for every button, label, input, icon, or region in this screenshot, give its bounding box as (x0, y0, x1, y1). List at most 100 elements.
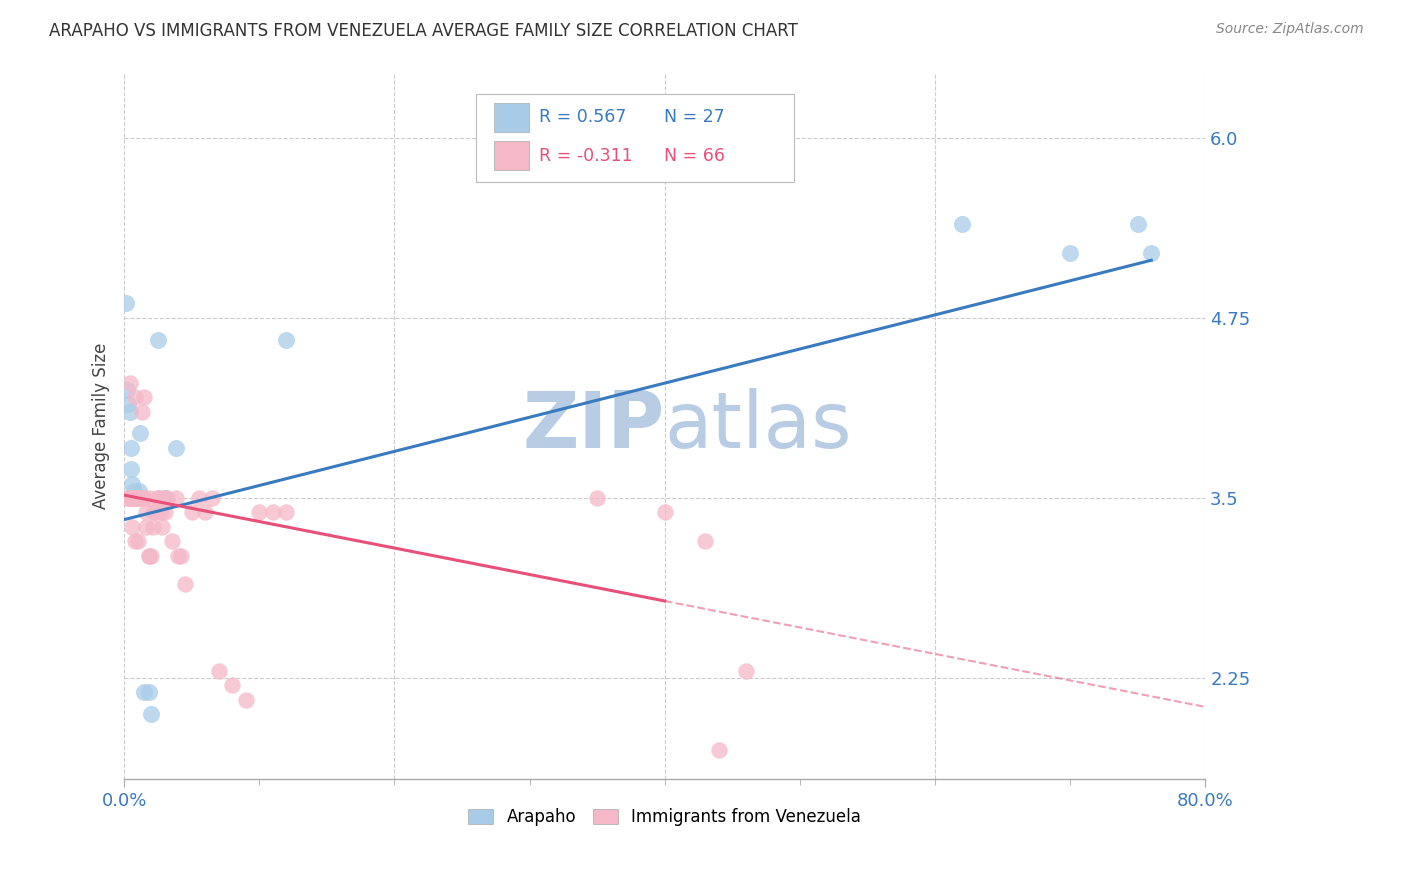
Point (118, 404, 141, 418)
Text: N = 66: N = 66 (664, 146, 724, 165)
Point (120, 441, 142, 455)
Point (125, 491, 148, 505)
Point (135, 520, 157, 534)
Point (121, 520, 143, 534)
Text: R = -0.311: R = -0.311 (540, 146, 633, 165)
Point (150, 520, 173, 534)
Point (1059, 246, 1081, 260)
Point (276, 333, 298, 347)
Y-axis label: Average Family Size: Average Family Size (93, 343, 110, 509)
Point (707, 743, 730, 757)
Text: ZIP: ZIP (523, 388, 665, 464)
Point (153, 491, 176, 505)
Point (654, 505, 676, 519)
Point (121, 491, 143, 505)
Point (149, 505, 172, 519)
Point (131, 491, 153, 505)
Point (156, 491, 179, 505)
Text: R = 0.567: R = 0.567 (540, 109, 627, 127)
Point (167, 549, 190, 563)
Point (1126, 217, 1149, 231)
Point (262, 505, 284, 519)
Text: atlas: atlas (665, 388, 852, 464)
Point (134, 491, 156, 505)
Point (127, 491, 149, 505)
Point (950, 217, 973, 231)
Point (131, 404, 153, 418)
Point (132, 491, 155, 505)
Point (118, 376, 141, 390)
Point (586, 145, 609, 160)
Point (124, 491, 146, 505)
Point (128, 491, 150, 505)
Point (247, 505, 270, 519)
Point (187, 491, 209, 505)
Point (122, 491, 145, 505)
Point (129, 426, 152, 441)
Bar (494, 141, 529, 170)
Point (128, 483, 150, 498)
Point (122, 491, 145, 505)
Point (586, 491, 609, 505)
Point (146, 333, 169, 347)
Point (146, 491, 169, 505)
Point (124, 390, 146, 404)
Point (121, 491, 143, 505)
Point (125, 491, 148, 505)
Point (120, 491, 142, 505)
Point (143, 505, 166, 519)
Point (118, 491, 141, 505)
Point (201, 491, 224, 505)
Point (124, 491, 146, 505)
Point (276, 505, 298, 519)
Point (194, 505, 217, 519)
Point (127, 491, 149, 505)
Point (695, 534, 717, 549)
Point (138, 549, 160, 563)
FancyBboxPatch shape (475, 95, 794, 182)
Point (120, 462, 142, 476)
Point (114, 296, 136, 310)
Point (734, 664, 756, 678)
Point (153, 505, 176, 519)
Point (160, 534, 183, 549)
Point (128, 491, 150, 505)
Text: Source: ZipAtlas.com: Source: ZipAtlas.com (1216, 22, 1364, 37)
Point (122, 491, 145, 505)
Bar (494, 103, 529, 132)
Point (148, 491, 170, 505)
Point (142, 505, 165, 519)
Point (127, 491, 149, 505)
Point (127, 491, 149, 505)
Legend: Arapaho, Immigrants from Venezuela: Arapaho, Immigrants from Venezuela (460, 799, 869, 834)
Point (120, 491, 142, 505)
Point (142, 520, 165, 534)
Point (138, 685, 160, 699)
Point (139, 491, 162, 505)
Point (165, 491, 187, 505)
Point (117, 397, 139, 411)
Point (141, 707, 163, 722)
Point (165, 441, 187, 455)
Point (122, 491, 145, 505)
Point (1140, 246, 1163, 260)
Point (117, 491, 139, 505)
Text: ARAPAHO VS IMMIGRANTS FROM VENEZUELA AVERAGE FAMILY SIZE CORRELATION CHART: ARAPAHO VS IMMIGRANTS FROM VENEZUELA AVE… (49, 22, 799, 40)
Point (141, 549, 163, 563)
Point (138, 549, 160, 563)
Point (146, 491, 169, 505)
Point (235, 692, 257, 706)
Point (208, 664, 231, 678)
Point (127, 491, 149, 505)
Point (129, 491, 152, 505)
Point (134, 390, 156, 404)
Point (134, 685, 156, 699)
Point (115, 383, 138, 397)
Point (121, 476, 143, 491)
Point (153, 491, 176, 505)
Point (127, 534, 149, 549)
Point (125, 491, 148, 505)
Point (221, 678, 243, 692)
Point (115, 491, 138, 505)
Point (180, 505, 202, 519)
